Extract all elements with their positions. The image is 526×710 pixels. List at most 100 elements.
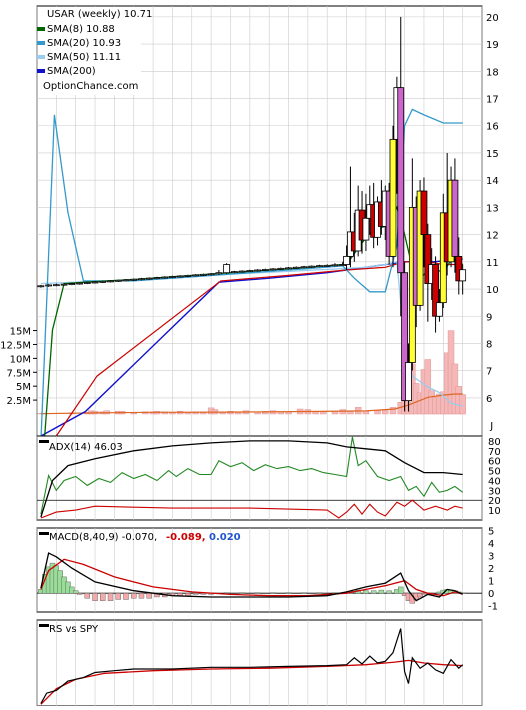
price-panel: 6 7 8 9 10 11 12 13 14 15 16 17 18 19 20 2.5M 5M 7.5M 10M 1… (0, 5, 499, 488)
price-tick-label: 18 (486, 67, 499, 78)
macd-tick-label: 0 (488, 589, 494, 600)
price-tick-label: 7 (486, 367, 492, 378)
macd-histogram-bar (123, 592, 129, 600)
candle-body (145, 277, 153, 280)
price-tick-label: 9 (486, 312, 492, 323)
candle-body (114, 279, 122, 282)
price-tick-label: 15 (486, 149, 499, 160)
macd-histogram-bar (386, 590, 392, 594)
candle-body (99, 281, 107, 283)
candle-body (424, 234, 432, 284)
macd-histogram-bar (421, 592, 427, 595)
candle-body (269, 268, 277, 271)
macd-histogram-bar (131, 592, 137, 599)
volume-tick-label: 7.5M (6, 368, 31, 379)
candle-body (254, 269, 261, 272)
candle-body (246, 270, 254, 272)
legend: USAR (weekly) 10.71 SMA(8) 10.88 SMA(20) 1… (37, 7, 152, 95)
candle-body (455, 255, 463, 282)
candle-body (153, 277, 161, 280)
candle-body (52, 284, 60, 287)
macd-histogram-bar (138, 592, 145, 599)
candle-body (122, 279, 130, 282)
macd-signal-value: -0.089, (166, 532, 206, 543)
legend-background (38, 7, 141, 95)
price-tick-label: 12 (486, 231, 499, 242)
legend-swatch (37, 27, 45, 31)
macd-histogram-bar (378, 589, 385, 594)
candle-body (138, 278, 145, 281)
volume-bar (362, 411, 370, 415)
macd-histogram-value: 0.020 (209, 532, 241, 543)
macd-histogram-bar (417, 592, 423, 598)
volume-bar (339, 409, 346, 415)
candle-body (432, 264, 439, 317)
macd-histogram-bar (316, 592, 323, 594)
legend-swatch (37, 41, 45, 45)
macd-histogram-bar (285, 592, 292, 594)
macd-histogram-bar (301, 592, 307, 594)
candle-body (199, 273, 207, 276)
candle-body (83, 282, 91, 284)
candle-body (130, 278, 138, 281)
rs-legend-swatch (39, 624, 49, 627)
price-tick-label: 14 (486, 176, 499, 187)
volume-bar (459, 394, 466, 415)
candle-body (107, 280, 114, 283)
candle-body (401, 272, 409, 402)
macd-histogram-bar (239, 592, 245, 594)
candle-body (261, 269, 269, 271)
rs-label: RS vs SPY (49, 624, 99, 635)
candle-body (192, 274, 200, 277)
candle-body (331, 264, 339, 267)
macd-histogram-bar (185, 592, 191, 596)
candle-body (459, 269, 467, 282)
adx-tick-label: 70 (488, 447, 501, 458)
price-tick-label: 16 (486, 122, 499, 133)
candle-body (285, 267, 292, 270)
candle-body (339, 264, 347, 266)
volume-tick-label: 12.5M (0, 340, 31, 351)
candle-body (405, 362, 412, 402)
candle-body (215, 272, 223, 275)
macd-histogram-bar (84, 592, 91, 599)
macd-tick-label: -1 (488, 602, 498, 613)
legend-swatch (37, 69, 45, 73)
candle-body (238, 270, 246, 273)
macd-histogram-bar (100, 592, 106, 601)
adx-tick-label: 50 (488, 467, 501, 478)
price-tick-label: 11 (486, 258, 499, 269)
candle-body (451, 179, 459, 257)
rs-panel-frame (36, 619, 483, 707)
adx-tick-label: 30 (488, 486, 501, 497)
month-label: J (489, 421, 493, 432)
price-tick-label: 10 (486, 285, 499, 296)
macd-tick-label: 3 (488, 552, 494, 563)
candle-body (323, 264, 331, 267)
price-tick-label: 6 (486, 394, 492, 405)
chart-title: USAR (weekly) 10.71 (47, 9, 152, 20)
macd-histogram-bar (370, 590, 377, 594)
sma20-line (40, 108, 463, 442)
adx-line (40, 440, 463, 518)
candle-body (397, 87, 405, 274)
volume-tick-label: 2.5M (6, 396, 31, 407)
candle-body (37, 285, 45, 288)
candle-body (300, 266, 308, 269)
macd-label: MACD(8,40,9) -0.070, (49, 532, 157, 543)
price-tick-label: 17 (486, 95, 499, 106)
adx-tick-label: 80 (488, 437, 501, 448)
price-tick-label: 20 (486, 13, 499, 24)
volume-bar (382, 409, 389, 415)
volume-tick-label: 10M (10, 354, 31, 365)
candle-body (60, 283, 68, 286)
candle-body (420, 190, 428, 236)
macd-tick-label: 4 (488, 539, 494, 550)
candle-body (277, 267, 285, 270)
macd-tick-label: 1 (488, 577, 494, 588)
volume-tick-label: 5M (16, 382, 31, 393)
volume-bar (374, 410, 381, 415)
